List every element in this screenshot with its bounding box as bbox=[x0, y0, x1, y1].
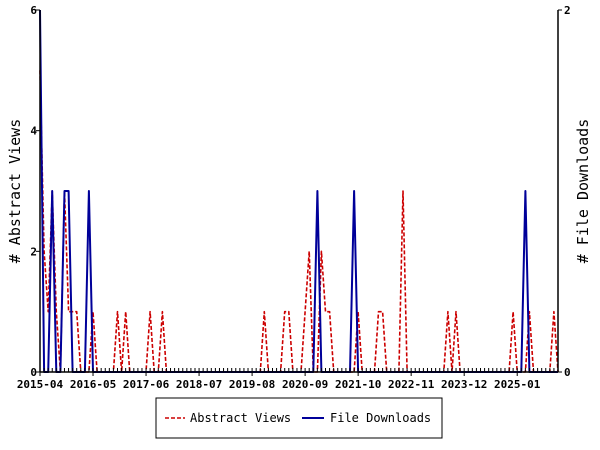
axes-layer bbox=[39, 10, 559, 373]
y-left-tick-label: 4 bbox=[30, 125, 37, 138]
x-tick-label: 2022-11 bbox=[388, 378, 435, 391]
x-tick-label: 2017-06 bbox=[123, 378, 170, 391]
x-tick-label: 2021-10 bbox=[335, 378, 381, 391]
x-tick-label: 2020-09 bbox=[282, 378, 328, 391]
legend: Abstract Views File Downloads bbox=[155, 397, 443, 439]
y-left-tick-label: 6 bbox=[30, 4, 37, 17]
y-axis-left-title: # Abstract Views bbox=[6, 119, 24, 264]
legend-box bbox=[155, 397, 443, 439]
x-tick-label: 2018-07 bbox=[176, 378, 222, 391]
x-tick-label: 2023-12 bbox=[441, 378, 487, 391]
ticks-layer: 2015-04 2016-05 2017-06 2018-07 2019-08 2020-… bbox=[17, 4, 571, 391]
y-right-tick-label: 2 bbox=[564, 4, 571, 17]
x-tick-label: 2025-01 bbox=[494, 378, 541, 391]
y-left-tick-label: 0 bbox=[30, 366, 37, 379]
y-right-tick-label: 0 bbox=[564, 366, 571, 379]
x-tick-label: 2019-08 bbox=[229, 378, 275, 391]
x-tick-label: 2016-05 bbox=[70, 378, 116, 391]
y-axis-right-title: # File Downloads bbox=[574, 119, 592, 264]
legend-label-file-downloads: File Downloads bbox=[330, 411, 431, 425]
x-tick-label: 2015-04 bbox=[17, 378, 64, 391]
y-left-tick-label: 2 bbox=[30, 245, 37, 258]
legend-label-abstract-views: Abstract Views bbox=[190, 411, 291, 425]
